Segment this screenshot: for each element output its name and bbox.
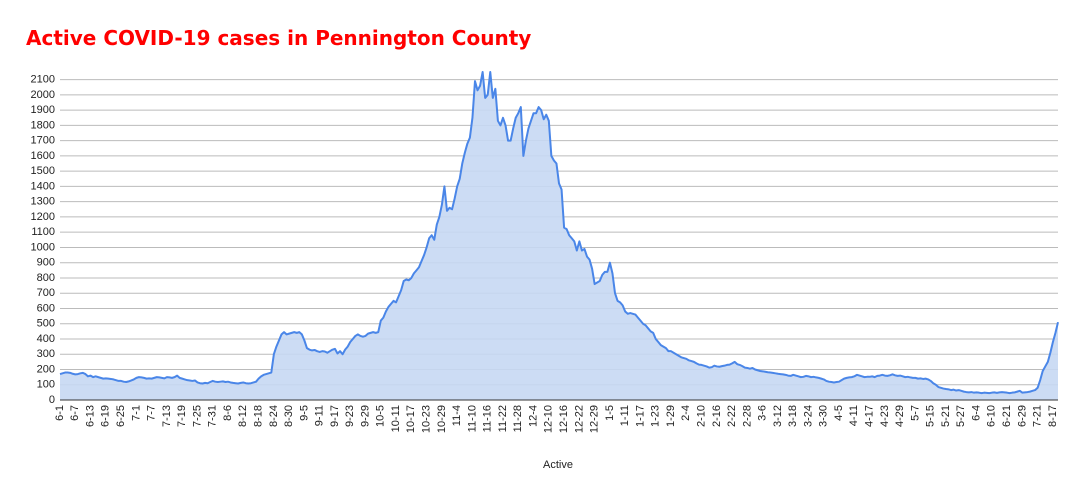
x-tick-label: 1-29 — [665, 405, 677, 427]
y-tick-label: 500 — [37, 318, 55, 330]
area-fill — [60, 72, 1058, 400]
y-tick-label: 1600 — [31, 150, 55, 162]
x-tick-label: 7-1 — [130, 405, 142, 421]
x-tick-label: 10-29 — [436, 405, 448, 433]
y-tick-label: 1900 — [31, 104, 55, 116]
x-tick-label: 8-18 — [252, 405, 264, 427]
x-tick-label: 2-4 — [680, 405, 692, 421]
x-tick-label: 6-1 — [54, 405, 66, 421]
y-tick-label: 1000 — [31, 241, 55, 253]
x-tick-label: 12-10 — [543, 405, 555, 433]
y-tick-label: 2000 — [31, 89, 55, 101]
y-tick-label: 200 — [37, 363, 55, 375]
x-tick-label: 6-29 — [1016, 405, 1028, 427]
x-tick-label: 11-16 — [482, 405, 494, 432]
x-tick-label: 5-7 — [909, 405, 921, 421]
x-tick-label: 11-28 — [512, 405, 524, 432]
y-tick-label: 1800 — [31, 119, 55, 131]
x-tick-label: 10-11 — [390, 405, 402, 432]
y-tick-label: 1100 — [31, 226, 55, 238]
x-tick-label: 6-7 — [69, 405, 81, 421]
chart-title: Active COVID-19 cases in Pennington Coun… — [26, 26, 531, 50]
x-tick-label: 12-16 — [558, 405, 570, 433]
x-tick-label: 6-10 — [986, 405, 998, 427]
x-tick-label: 3-12 — [772, 405, 784, 427]
y-tick-label: 700 — [37, 287, 55, 299]
y-tick-label: 100 — [37, 379, 55, 391]
x-tick-label: 7-25 — [191, 405, 203, 427]
x-tick-label: 11-10 — [466, 405, 478, 432]
x-tick-label: 1-11 — [619, 405, 631, 426]
x-tick-label: 3-24 — [802, 405, 814, 427]
y-tick-label: 1500 — [31, 165, 55, 177]
x-tick-label: 6-4 — [970, 405, 982, 421]
y-tick-label: 1300 — [31, 196, 55, 208]
x-tick-label: 7-21 — [1032, 405, 1044, 427]
x-tick-label: 6-19 — [100, 405, 112, 427]
x-tick-label: 7-31 — [207, 405, 219, 427]
y-tick-label: 300 — [37, 348, 55, 360]
y-tick-label: 1200 — [31, 211, 55, 223]
x-tick-label: 2-22 — [726, 405, 738, 427]
x-tick-label: 1-5 — [604, 405, 616, 421]
x-tick-label: 5-21 — [940, 405, 952, 427]
x-tick-label: 7-13 — [161, 405, 173, 427]
x-tick-label: 3-6 — [757, 405, 769, 421]
y-tick-label: 1700 — [31, 135, 55, 147]
x-tick-label: 7-7 — [146, 405, 158, 421]
x-tick-label: 11-22 — [497, 405, 509, 432]
x-tick-label: 5-27 — [955, 405, 967, 427]
x-tick-label: 7-19 — [176, 405, 188, 427]
x-tick-label: 1-23 — [650, 405, 662, 427]
x-tick-label: 3-18 — [787, 405, 799, 427]
x-tick-label: 8-24 — [268, 405, 280, 427]
x-tick-label: 10-23 — [421, 405, 433, 433]
y-tick-label: 800 — [37, 272, 55, 284]
x-tick-label: 9-23 — [344, 405, 356, 427]
x-tick-label: 8-30 — [283, 405, 295, 427]
x-tick-label: 6-21 — [1001, 405, 1013, 427]
x-tick-label: 8-17 — [1047, 405, 1059, 427]
y-tick-label: 900 — [37, 257, 55, 269]
line — [59, 71, 1059, 395]
x-tick-label: 11-4 — [451, 405, 463, 426]
x-tick-label: 1-17 — [634, 405, 646, 427]
x-tick-label: 4-5 — [833, 405, 845, 421]
x-tick-label: 4-17 — [864, 405, 876, 427]
x-tick-label: 2-16 — [711, 405, 723, 427]
y-tick-label: 600 — [37, 302, 55, 314]
x-tick-label: 12-29 — [589, 405, 601, 433]
x-tick-label: 6-25 — [115, 405, 127, 427]
x-tick-label: 5-15 — [925, 405, 937, 427]
x-tick-label: 4-11 — [848, 405, 860, 426]
x-tick-label: 12-4 — [527, 405, 539, 427]
x-tick-label: 6-13 — [84, 405, 96, 427]
x-tick-label: 9-17 — [329, 405, 341, 427]
x-tick-label: 4-29 — [894, 405, 906, 427]
x-axis-title: Active — [543, 459, 573, 471]
x-tick-label: 10-5 — [375, 405, 387, 427]
x-tick-label: 9-5 — [298, 405, 310, 421]
x-tick-label: 2-10 — [695, 405, 707, 427]
x-tick-label: 4-23 — [879, 405, 891, 427]
x-tick-label: 8-12 — [237, 405, 249, 427]
x-tick-label: 8-6 — [222, 405, 234, 421]
x-tick-label: 12-22 — [573, 405, 585, 433]
x-tick-label: 10-17 — [405, 405, 417, 433]
y-tick-label: 2100 — [31, 74, 55, 86]
x-tick-label: 3-30 — [818, 405, 830, 427]
x-tick-label: 2-28 — [741, 405, 753, 427]
x-tick-label: 9-29 — [359, 405, 371, 427]
y-tick-label: 400 — [37, 333, 55, 345]
y-tick-label: 1400 — [31, 180, 55, 192]
x-tick-label: 9-11 — [314, 405, 326, 426]
y-tick-label: 0 — [49, 394, 55, 406]
